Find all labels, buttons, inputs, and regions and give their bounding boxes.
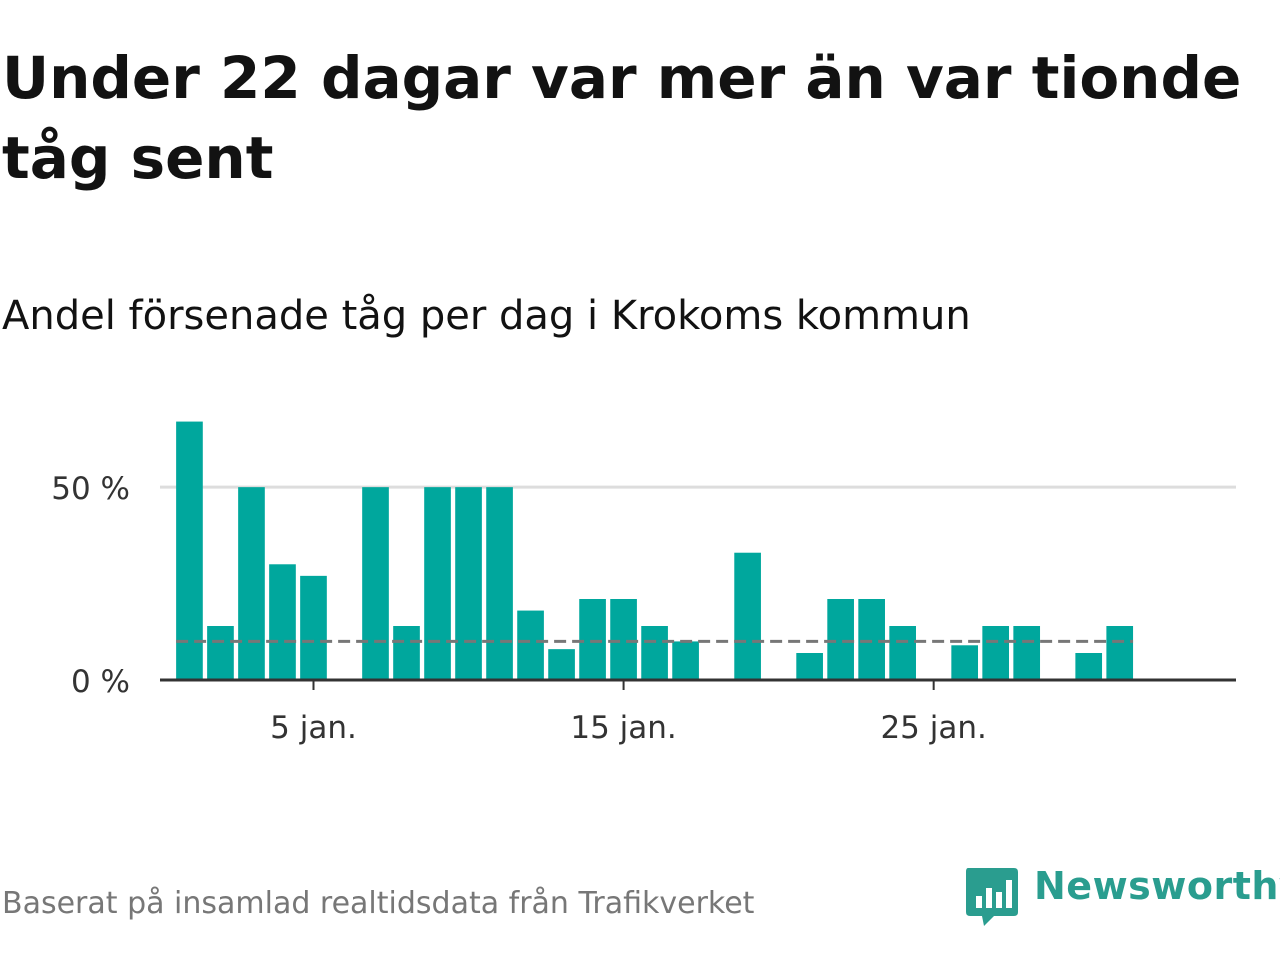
bar-day-11: [486, 487, 513, 680]
bar-day-17: [672, 641, 699, 680]
bar-day-12: [517, 610, 544, 680]
chart-subtitle: Andel försenade tåg per dag i Krokoms ko…: [2, 293, 971, 339]
bar-day-8: [393, 626, 420, 680]
bar-day-3: [238, 487, 265, 680]
newsworthy-logo: Newsworthy: [962, 862, 1280, 932]
bar-day-14: [579, 599, 606, 680]
bar-day-19: [734, 552, 761, 680]
bar-day-24: [889, 626, 916, 680]
bar-day-4: [269, 564, 296, 680]
bar-day-9: [424, 487, 451, 680]
bar-chart: 0 % 50 % 5 jan. 15 jan. 25 jan.: [51, 421, 1236, 746]
newsworthy-chart-bubble-icon: [966, 868, 1018, 926]
y-tick-label: 0 %: [71, 664, 130, 700]
chart-title: Under 22 dagar var mer än var tionde tåg…: [2, 44, 1242, 192]
bar-day-2: [207, 626, 234, 680]
bar-day-21: [796, 653, 823, 680]
bar-day-30: [1075, 653, 1103, 680]
bar-day-27: [982, 626, 1010, 680]
bar-day-10: [455, 487, 482, 680]
bar-day-1: [176, 421, 203, 680]
x-tick-label: 5 jan.: [270, 710, 357, 746]
x-tick-label: 25 jan.: [880, 710, 986, 746]
bar-day-13: [548, 649, 575, 680]
bar-day-22: [827, 599, 854, 680]
bar-day-5: [300, 575, 327, 680]
bar-day-7: [362, 487, 389, 680]
source-note: Baserat på insamlad realtidsdata från Tr…: [2, 886, 755, 921]
newsworthy-wordmark: Newsworthy: [1034, 864, 1280, 908]
bar-day-23: [858, 599, 885, 680]
bar-day-26: [951, 645, 979, 680]
bar-day-28: [1013, 626, 1041, 680]
y-tick-label: 50 %: [51, 471, 130, 507]
bar-day-31: [1106, 626, 1134, 680]
bar-day-15: [610, 599, 637, 680]
bar-day-16: [641, 626, 668, 680]
x-tick-label: 15 jan.: [570, 710, 676, 746]
